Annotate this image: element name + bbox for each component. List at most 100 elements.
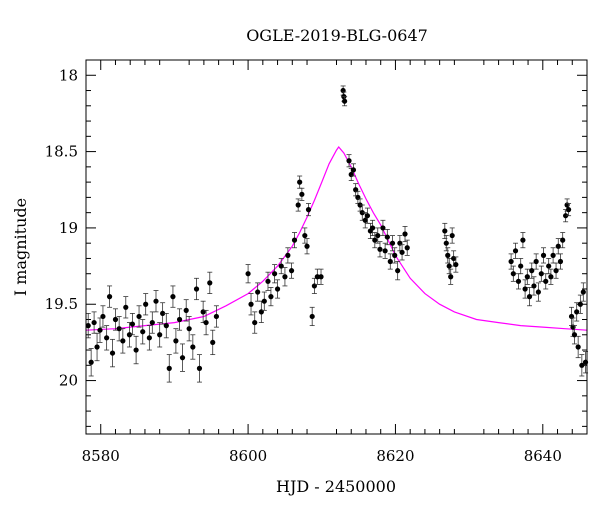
- y-tick-label: 18: [59, 66, 78, 84]
- data-point: [382, 242, 388, 259]
- data-point: [453, 256, 459, 273]
- data-point: [380, 219, 386, 236]
- y-tick-label: 19: [59, 219, 78, 237]
- data-point: [526, 287, 533, 307]
- data-point: [305, 203, 312, 217]
- data-point: [550, 247, 556, 264]
- data-point: [304, 238, 310, 255]
- data-point: [510, 265, 516, 282]
- data-point: [163, 313, 169, 339]
- data-point: [85, 313, 91, 339]
- data-point: [282, 267, 288, 287]
- data-point: [448, 268, 454, 285]
- data-point: [203, 309, 209, 336]
- x-tick-label: 8580: [82, 447, 120, 465]
- data-point: [120, 328, 126, 354]
- y-axis-title: I magnitude: [11, 198, 30, 296]
- data-point: [557, 253, 564, 270]
- data-point: [173, 328, 179, 354]
- x-tick-label: 8620: [376, 447, 414, 465]
- data-point: [295, 198, 301, 212]
- data-point: [136, 305, 142, 328]
- data-point: [372, 232, 378, 249]
- data-point: [577, 294, 583, 314]
- data-point: [149, 311, 155, 334]
- data-point: [387, 253, 393, 270]
- data-point: [285, 247, 291, 264]
- data-point: [340, 85, 346, 96]
- data-point: [252, 311, 258, 334]
- data-point: [248, 293, 254, 316]
- data-point: [533, 253, 539, 270]
- data-point: [176, 308, 183, 331]
- data-point: [261, 291, 267, 311]
- data-point: [200, 300, 206, 323]
- data-point: [88, 348, 94, 377]
- data-point: [375, 227, 381, 244]
- data-point: [529, 262, 535, 279]
- data-point: [272, 264, 278, 284]
- data-point: [575, 335, 581, 359]
- plot-frame: [85, 59, 588, 435]
- data-point: [443, 235, 449, 252]
- data-point: [166, 354, 172, 383]
- data-point: [106, 285, 113, 308]
- data-points-group: [85, 85, 589, 383]
- chart-title: OGLE-2019-BLG-0647: [246, 26, 428, 45]
- data-point: [297, 175, 303, 189]
- data-point: [157, 322, 163, 348]
- data-point: [183, 299, 189, 322]
- data-point: [540, 247, 547, 264]
- data-point: [302, 227, 308, 244]
- data-point: [100, 305, 106, 328]
- y-tick-label: 18.5: [45, 143, 78, 161]
- data-point: [210, 329, 216, 356]
- data-point: [579, 354, 585, 377]
- model-curve-group: [85, 146, 588, 331]
- data-point: [123, 296, 129, 319]
- data-point: [370, 219, 376, 236]
- data-point: [555, 238, 561, 255]
- data-point: [350, 163, 357, 177]
- data-point: [553, 262, 559, 279]
- x-tick-label: 8640: [524, 447, 562, 465]
- data-point: [402, 225, 408, 243]
- data-point: [314, 268, 320, 285]
- data-point: [258, 300, 264, 323]
- data-point: [278, 258, 284, 275]
- data-point: [515, 273, 522, 290]
- data-point: [133, 335, 139, 365]
- data-point: [446, 258, 452, 275]
- data-point: [170, 285, 176, 308]
- data-point: [531, 276, 537, 296]
- data-point: [560, 232, 566, 249]
- data-point: [538, 265, 544, 282]
- data-point: [190, 334, 196, 360]
- data-point: [377, 241, 383, 258]
- data-point: [129, 313, 136, 336]
- data-point: [342, 96, 348, 107]
- y-tick-label: 20: [59, 372, 78, 390]
- data-point: [309, 306, 315, 327]
- data-point: [140, 319, 146, 345]
- data-point: [512, 242, 519, 259]
- axis-ticks: 8580 8600 8620 8640 18 18.5 19 19.5 20: [45, 60, 588, 465]
- data-point: [94, 332, 100, 362]
- data-point: [543, 273, 549, 290]
- data-point: [291, 232, 298, 249]
- data-point: [311, 277, 317, 294]
- data-point: [268, 287, 274, 307]
- data-point: [518, 258, 524, 275]
- data-point: [186, 316, 192, 342]
- data-point: [535, 282, 541, 302]
- x-tick-label: 8600: [229, 447, 267, 465]
- data-point: [384, 229, 390, 246]
- data-point: [399, 244, 405, 261]
- data-point: [565, 203, 572, 217]
- data-point: [207, 271, 213, 294]
- data-point: [196, 354, 203, 383]
- data-point: [299, 187, 305, 201]
- data-point: [508, 253, 514, 270]
- data-point: [274, 279, 281, 299]
